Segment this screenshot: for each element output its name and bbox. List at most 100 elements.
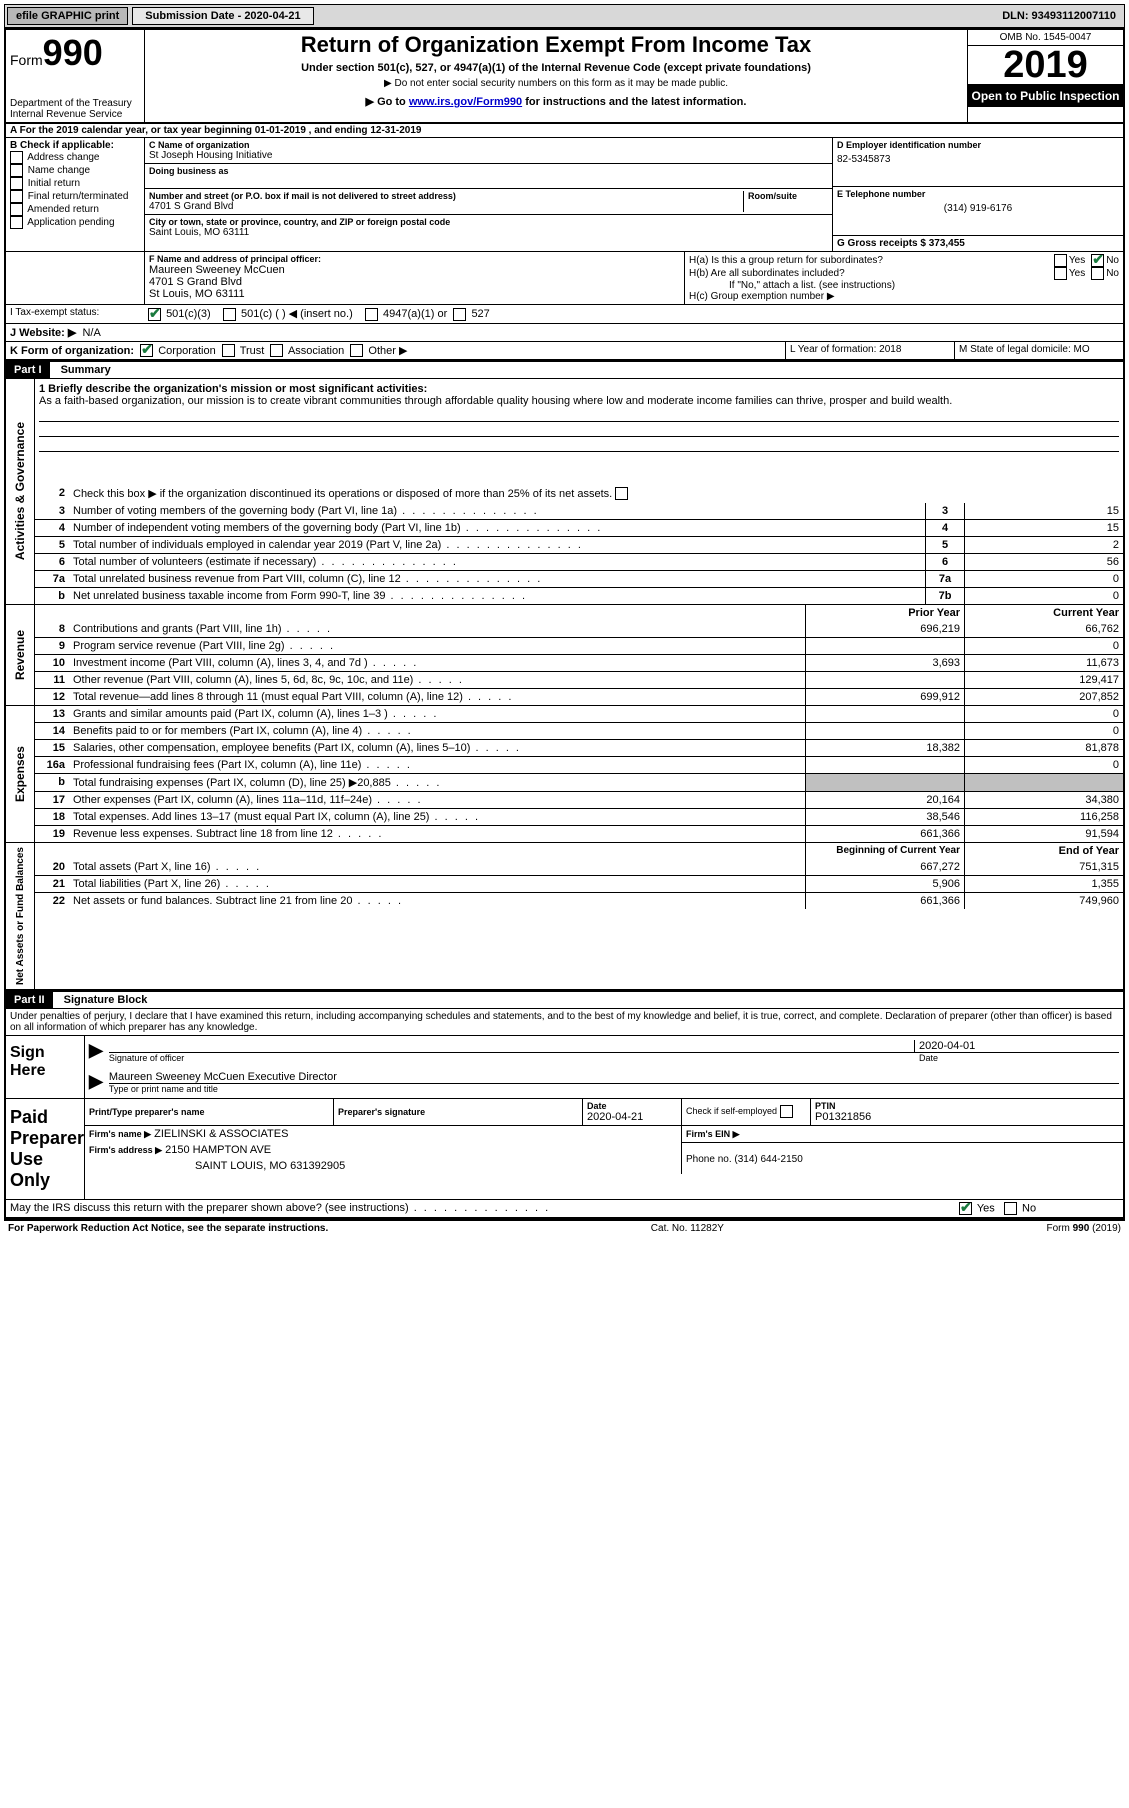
- opt-501c3: 501(c)(3): [166, 308, 211, 320]
- form-prefix: Form: [10, 52, 43, 68]
- mission-block: 1 Briefly describe the organization's mi…: [35, 379, 1123, 485]
- ein-label: D Employer identification number: [837, 140, 1119, 150]
- part1-title: Summary: [53, 362, 119, 378]
- expenses-table: 13Grants and similar amounts paid (Part …: [35, 706, 1123, 842]
- table-row: 6Total number of volunteers (estimate if…: [35, 553, 1123, 570]
- form-num: 990: [43, 32, 103, 73]
- sign-date: 2020-04-01: [914, 1040, 1119, 1052]
- line2-checkbox[interactable]: [615, 487, 628, 500]
- note-ssn: ▶ Do not enter social security numbers o…: [153, 78, 959, 89]
- header-center: Return of Organization Exempt From Incom…: [145, 30, 968, 122]
- efile-button[interactable]: efile GRAPHIC print: [7, 7, 128, 25]
- firm-name-label: Firm's name ▶: [89, 1129, 151, 1139]
- l-label: L Year of formation: 2018: [786, 342, 955, 360]
- form-body: Form990 Department of the Treasury Inter…: [4, 28, 1125, 1221]
- col-defg: D Employer identification number 82-5345…: [833, 138, 1123, 251]
- hb-yes-checkbox[interactable]: [1054, 267, 1067, 280]
- revenue-table: Prior Year Current Year 8Contributions a…: [35, 605, 1123, 705]
- b-checkbox[interactable]: [10, 216, 23, 229]
- b-item: Name change: [10, 164, 140, 177]
- no-label2: No: [1106, 268, 1119, 279]
- firm-addr1: 2150 HAMPTON AVE: [165, 1144, 271, 1156]
- print-name-label: Print/Type preparer's name: [89, 1107, 329, 1117]
- b-item: Address change: [10, 151, 140, 164]
- b-checkbox[interactable]: [10, 177, 23, 190]
- col-prior-year: Prior Year: [806, 605, 965, 621]
- discuss-yes-checkbox[interactable]: [959, 1202, 972, 1215]
- netassets-vert-label: Net Assets or Fund Balances: [13, 843, 28, 989]
- i-label: I Tax-exempt status:: [6, 305, 144, 323]
- table-row: 5Total number of individuals employed in…: [35, 536, 1123, 553]
- dept-treasury: Department of the Treasury: [10, 98, 140, 109]
- table-row: 15Salaries, other compensation, employee…: [35, 739, 1123, 756]
- 527-checkbox[interactable]: [453, 308, 466, 321]
- yes-label: Yes: [1069, 255, 1085, 266]
- activities-section: Activities & Governance 1 Briefly descri…: [6, 379, 1123, 605]
- room-label: Room/suite: [748, 191, 828, 201]
- firm-name: ZIELINSKI & ASSOCIATES: [154, 1128, 288, 1140]
- no-label: No: [1106, 255, 1119, 266]
- street-address: 4701 S Grand Blvd: [149, 201, 739, 212]
- irs-link[interactable]: www.irs.gov/Form990: [409, 96, 522, 108]
- table-row: 8Contributions and grants (Part VIII, li…: [35, 621, 1123, 638]
- assoc-checkbox[interactable]: [270, 344, 283, 357]
- self-emp-checkbox[interactable]: [780, 1105, 793, 1118]
- b-checkbox[interactable]: [10, 190, 23, 203]
- 501c3-checkbox[interactable]: [148, 308, 161, 321]
- col-b-label: B Check if applicable:: [10, 140, 140, 151]
- ha-no-checkbox[interactable]: [1091, 254, 1104, 267]
- expenses-vert-label: Expenses: [11, 742, 29, 806]
- b-item: Final return/terminated: [10, 190, 140, 203]
- revenue-section: Revenue Prior Year Current Year 8Contrib…: [6, 605, 1123, 706]
- expenses-section: Expenses 13Grants and similar amounts pa…: [6, 706, 1123, 843]
- note2-post: for instructions and the latest informat…: [522, 96, 746, 108]
- b-item: Amended return: [10, 203, 140, 216]
- opt-trust: Trust: [240, 345, 265, 357]
- opt-501c: 501(c) ( ) ◀ (insert no.): [241, 308, 353, 320]
- table-row: 21Total liabilities (Part X, line 26)5,9…: [35, 875, 1123, 892]
- opt-other: Other ▶: [368, 345, 407, 357]
- page-footer: For Paperwork Reduction Act Notice, see …: [4, 1221, 1125, 1236]
- part1-header: Part I: [6, 362, 50, 378]
- firm-addr-label: Firm's address ▶: [89, 1145, 162, 1155]
- other-checkbox[interactable]: [350, 344, 363, 357]
- b-checkbox[interactable]: [10, 203, 23, 216]
- table-row: 12Total revenue—add lines 8 through 11 (…: [35, 688, 1123, 705]
- col-current-year: Current Year: [965, 605, 1124, 621]
- table-row: 18Total expenses. Add lines 13–17 (must …: [35, 808, 1123, 825]
- arrow-icon-2: ▶: [89, 1071, 103, 1094]
- opt-527: 527: [471, 308, 489, 320]
- ha-yes-checkbox[interactable]: [1054, 254, 1067, 267]
- corp-checkbox[interactable]: [140, 344, 153, 357]
- paid-preparer-label: Paid Preparer Use Only: [6, 1099, 85, 1199]
- note2-pre: ▶ Go to: [366, 96, 409, 108]
- revenue-vert-label: Revenue: [11, 626, 29, 684]
- discuss-yes: Yes: [977, 1202, 995, 1214]
- footer-left: For Paperwork Reduction Act Notice, see …: [8, 1223, 328, 1234]
- firm-addr2: SAINT LOUIS, MO 631392905: [195, 1160, 345, 1172]
- discuss-text: May the IRS discuss this return with the…: [10, 1202, 409, 1214]
- table-row: 4Number of independent voting members of…: [35, 519, 1123, 536]
- activities-vert: Activities & Governance: [6, 379, 35, 604]
- table-row: 13Grants and similar amounts paid (Part …: [35, 706, 1123, 723]
- prep-sig-label: Preparer's signature: [338, 1107, 578, 1117]
- ein-value: 82-5345873: [837, 154, 1119, 165]
- ha-label: H(a) Is this a group return for subordin…: [689, 255, 1054, 266]
- table-row: 17Other expenses (Part IX, column (A), l…: [35, 791, 1123, 808]
- trust-checkbox[interactable]: [222, 344, 235, 357]
- hb-no-checkbox[interactable]: [1091, 267, 1104, 280]
- table-row: 11Other revenue (Part VIII, column (A), …: [35, 671, 1123, 688]
- 501c-checkbox[interactable]: [223, 308, 236, 321]
- b-checkbox[interactable]: [10, 164, 23, 177]
- officer-city: St Louis, MO 63111: [149, 288, 680, 300]
- part1-bar: Part I Summary: [6, 361, 1123, 379]
- sign-here-label: Sign Here: [6, 1036, 85, 1098]
- org-name-label: C Name of organization: [149, 140, 828, 150]
- mission-text: As a faith-based organization, our missi…: [39, 395, 952, 407]
- b-checkbox[interactable]: [10, 151, 23, 164]
- header-right: OMB No. 1545-0047 2019 Open to Public In…: [968, 30, 1123, 122]
- line1-label: 1 Briefly describe the organization's mi…: [39, 383, 427, 395]
- yes-label2: Yes: [1069, 268, 1085, 279]
- 4947-checkbox[interactable]: [365, 308, 378, 321]
- discuss-no-checkbox[interactable]: [1004, 1202, 1017, 1215]
